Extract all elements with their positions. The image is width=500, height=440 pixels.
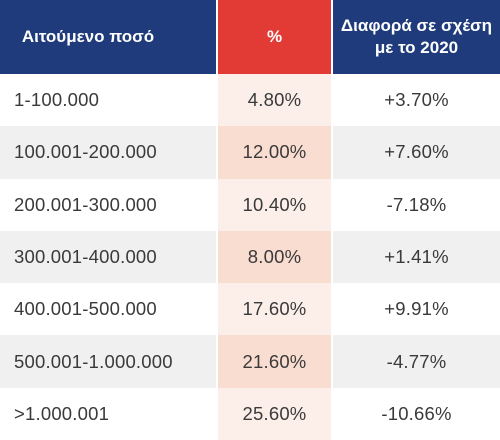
difference-cell: -4.77% — [386, 350, 447, 372]
header-percent-label: % — [266, 27, 283, 46]
header-amount-label: Αιτούμενο ποσό — [21, 27, 155, 46]
difference-cell: +7.60% — [384, 141, 449, 163]
amount-cell: >1.000.001 — [14, 402, 110, 424]
percent-cell: 8.00% — [216, 230, 333, 284]
table-row: 100.001-200.000 12.00% +7.60% — [0, 126, 500, 179]
difference-cell: +1.41% — [384, 246, 449, 268]
difference-cell: +3.70% — [384, 89, 449, 111]
percent-cell: 25.60% — [216, 387, 333, 440]
header-amount: Αιτούμενο ποσό — [0, 0, 216, 74]
amount-cell: 1-100.000 — [14, 89, 100, 111]
table-row: 500.001-1.000.000 21.60% -4.77% — [0, 335, 500, 388]
table-row: 400.001-500.000 17.60% +9.91% — [0, 283, 500, 336]
table-row: 1-100.000 4.80% +3.70% — [0, 74, 500, 127]
percent-cell: 10.40% — [216, 178, 333, 231]
percent-cell: 4.80% — [216, 74, 333, 127]
table-row: 300.001-400.000 8.00% +1.41% — [0, 230, 500, 284]
amount-cell: 400.001-500.000 — [14, 298, 157, 320]
difference-cell: +9.91% — [384, 298, 449, 320]
header-percent: % — [216, 0, 333, 74]
percent-cell: 21.60% — [216, 335, 333, 388]
header-difference-label: Διαφορά σε σχέση με το 2020 — [340, 16, 493, 57]
table-row: 200.001-300.000 10.40% -7.18% — [0, 178, 500, 231]
difference-cell: -10.66% — [381, 402, 452, 424]
header-difference: Διαφορά σε σχέση με το 2020 — [333, 0, 500, 74]
amount-cell: 300.001-400.000 — [14, 246, 157, 268]
amount-cell: 200.001-300.000 — [14, 193, 157, 215]
percent-cell: 12.00% — [216, 126, 333, 179]
amount-cell: 500.001-1.000.000 — [14, 350, 173, 372]
percent-cell: 17.60% — [216, 283, 333, 336]
table-row: >1.000.001 25.60% -10.66% — [0, 387, 500, 440]
table-header: Αιτούμενο ποσό % Διαφορά σε σχέση με το … — [0, 0, 500, 74]
amount-cell: 100.001-200.000 — [14, 141, 157, 163]
difference-cell: -7.18% — [386, 193, 447, 215]
